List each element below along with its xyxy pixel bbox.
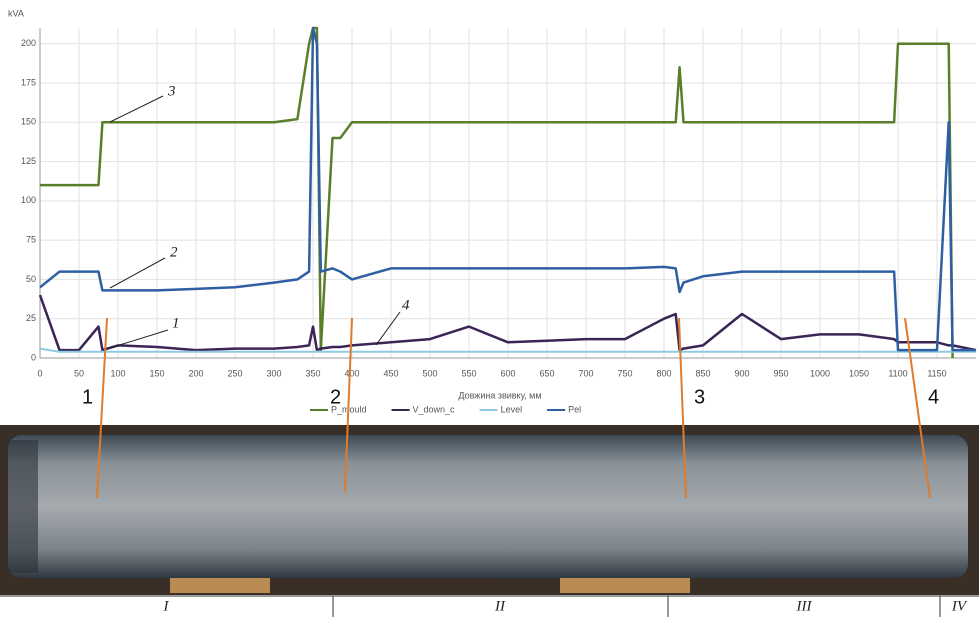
x-tick-label: 650 [539,368,554,378]
curve-label: 3 [167,83,176,99]
x-tick-label: 900 [734,368,749,378]
section-label: I [163,598,170,614]
x-tick-label: 300 [266,368,281,378]
pipe [8,435,968,578]
x-tick-label: 1100 [888,368,907,378]
x-tick-label: 400 [344,368,359,378]
series-line [40,28,953,358]
marker-label: 4 [928,386,939,408]
x-tick-label: 1000 [810,368,830,378]
section-label: IV [951,598,968,614]
y-tick-label: 100 [21,195,36,205]
curve-label: 1 [172,315,180,331]
x-tick-label: 1050 [849,368,869,378]
section-label: II [494,598,506,614]
x-tick-label: 500 [422,368,437,378]
x-tick-label: 750 [617,368,632,378]
curve-label: 4 [402,297,410,313]
section-label: III [796,598,813,614]
figure: kVA Довжина звивку, мм 02550751001251501… [0,0,979,617]
y-tick-label: 25 [26,313,36,323]
x-tick-label: 150 [149,368,164,378]
y-tick-label: 50 [26,274,36,284]
x-tick-label: 100 [110,368,125,378]
x-tick-label: 450 [383,368,398,378]
x-tick-label: 700 [578,368,593,378]
x-tick-label: 550 [461,368,476,378]
x-tick-label: 50 [74,368,84,378]
y-tick-label: 175 [21,77,36,87]
legend-label: V_down_c [413,404,456,414]
y-tick-label: 200 [21,38,36,48]
leader [376,312,400,345]
x-tick-label: 600 [500,368,515,378]
x-tick-label: 350 [305,368,320,378]
x-tick-label: 200 [188,368,203,378]
y-tick-label: 125 [21,156,36,166]
marker-label: 2 [330,386,341,408]
y-tick-label: 75 [26,235,36,245]
marker-label: 1 [82,386,93,408]
y-tick-label: 150 [21,117,36,127]
x-tick-label: 1150 [927,368,946,378]
legend-label: Level [501,404,523,414]
marker-label: 3 [694,386,705,408]
y-axis-label: kVA [8,8,24,18]
x-tick-label: 950 [773,368,788,378]
curve-label: 2 [170,244,178,260]
x-axis-label: Довжина звивку, мм [458,390,541,400]
x-tick-label: 0 [37,368,42,378]
y-tick-label: 0 [31,352,36,362]
x-tick-label: 800 [656,368,671,378]
x-tick-label: 850 [695,368,710,378]
legend-label: Pel [568,404,581,414]
pipe-end [8,440,38,573]
x-tick-label: 250 [227,368,242,378]
